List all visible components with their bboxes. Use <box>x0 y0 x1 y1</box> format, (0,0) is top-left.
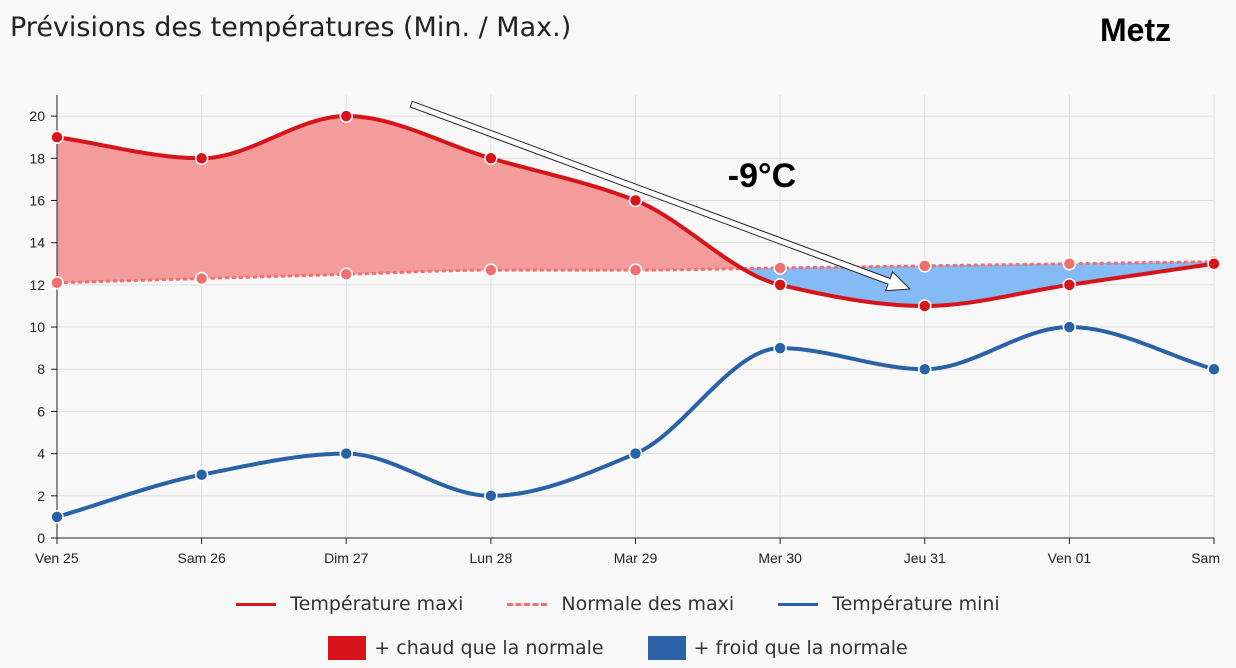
point-maxi <box>773 278 787 292</box>
point-maxi <box>484 151 498 166</box>
point-normale <box>194 271 209 286</box>
y-tick-label: 10 <box>29 319 45 335</box>
y-tick-label: 2 <box>37 488 45 504</box>
point-normale <box>918 259 932 273</box>
point-mini <box>918 362 932 376</box>
point-maxi <box>628 193 643 208</box>
point-mini <box>50 510 64 524</box>
point-mini <box>1207 362 1221 376</box>
y-tick-label: 18 <box>29 150 45 166</box>
legend-swatch-warm <box>328 636 367 660</box>
x-tick-label: Dim 27 <box>324 550 369 566</box>
point-mini <box>1062 320 1077 334</box>
point-normale <box>773 261 787 275</box>
point-normale <box>339 267 353 282</box>
legend-swatch-maxi <box>236 602 277 606</box>
city-name: Metz <box>1100 12 1172 48</box>
annotation-label: -9°C <box>728 157 796 195</box>
point-mini <box>773 341 787 355</box>
point-mini <box>194 467 209 482</box>
point-normale <box>1062 257 1077 271</box>
x-tick-label: Lun 28 <box>469 550 512 566</box>
point-normale <box>484 263 498 277</box>
legend-label-warm: + chaud que la normale <box>374 637 604 659</box>
legend-item-maxi[interactable]: Température maxi <box>236 593 463 615</box>
y-tick-label: 0 <box>37 530 45 546</box>
legend-lines: Température maxi Normale des maxi Tempér… <box>0 593 1236 615</box>
x-tick-label: Ven 01 <box>1048 550 1092 566</box>
x-tick-label: Jeu 31 <box>904 550 946 566</box>
legend-item-mini[interactable]: Température mini <box>778 593 1000 615</box>
point-mini <box>339 446 353 461</box>
arrow-shape <box>409 100 911 292</box>
chart-annotation: -9°C <box>409 100 911 292</box>
x-tick-label: Mer 30 <box>758 550 802 566</box>
y-tick-label: 6 <box>37 403 45 419</box>
annotation-arrow <box>409 100 911 292</box>
point-maxi <box>50 130 64 144</box>
x-tick-label: Sam <box>1191 550 1220 566</box>
point-normale <box>628 263 643 277</box>
y-tick-label: 16 <box>29 192 45 208</box>
point-mini <box>628 446 643 461</box>
x-tick-label: Sam 26 <box>178 550 226 566</box>
point-maxi <box>194 151 209 166</box>
y-tick-label: 12 <box>29 277 45 293</box>
x-tick-label: Ven 25 <box>35 550 79 566</box>
y-tick-label: 20 <box>29 108 45 124</box>
legend-swatch-cold <box>647 636 686 660</box>
point-maxi <box>918 299 932 313</box>
page-title: Prévisions des températures (Min. / Max.… <box>10 12 572 43</box>
point-maxi <box>1062 278 1077 292</box>
legend-label-cold: + froid que la normale <box>693 637 908 659</box>
chart-points <box>50 109 1221 524</box>
legend-areas: + chaud que la normale + froid que la no… <box>0 636 1236 660</box>
series-line-normale <box>56 260 1215 285</box>
legend-item-normale[interactable]: Normale des maxi <box>507 593 734 615</box>
point-mini <box>484 489 498 503</box>
chart-axes: 0 2 4 6 8 10 12 14 16 18 20 Ven 25 Sam 26 Dim 27 Lun 2… <box>29 95 1220 566</box>
legend-swatch-mini <box>778 602 819 606</box>
legend-label-normale: Normale des maxi <box>561 593 735 615</box>
legend-item-warm: + chaud que la normale <box>328 636 604 660</box>
legend-label-maxi: Température maxi <box>290 593 464 615</box>
legend-swatch-normale <box>507 602 548 606</box>
legend-item-cold: + froid que la normale <box>647 636 908 660</box>
y-tick-label: 4 <box>37 446 45 462</box>
legend-label-mini: Température mini <box>832 593 1000 615</box>
x-tick-label: Mar 29 <box>614 550 658 566</box>
point-maxi <box>1207 257 1221 271</box>
point-normale <box>50 275 64 290</box>
point-maxi <box>339 109 353 123</box>
temperature-chart: 0 2 4 6 8 10 12 14 16 18 20 Ven 25 Sam 26 Dim 27 Lun 2… <box>29 95 1221 566</box>
y-tick-label: 8 <box>37 361 45 377</box>
y-tick-label: 14 <box>29 235 45 251</box>
